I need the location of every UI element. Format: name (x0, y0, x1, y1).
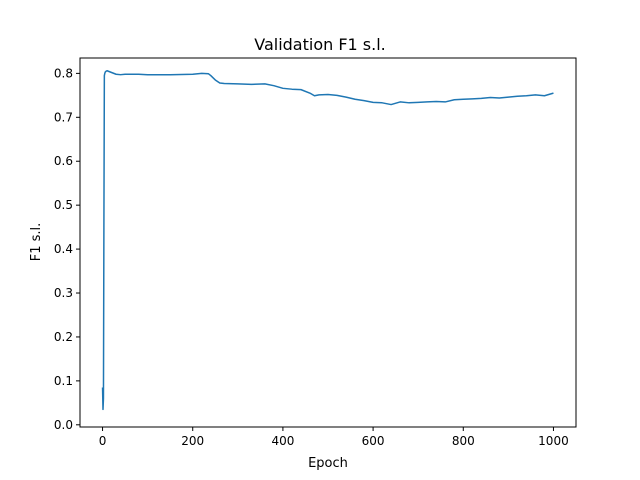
y-axis: 0.0 0.1 0.2 0.3 0.4 0.5 0.6 0.7 0.8 (54, 66, 80, 432)
y-tick-label: 0.6 (54, 154, 73, 168)
y-tick-label: 0.8 (54, 66, 73, 80)
x-tick-label: 0 (99, 434, 107, 448)
y-tick-label: 0.2 (54, 330, 73, 344)
y-axis-label: F1 s.l. (29, 223, 44, 262)
y-tick-label: 0.7 (54, 110, 73, 124)
x-tick-label: 400 (271, 434, 294, 448)
x-tick-label: 1000 (538, 434, 569, 448)
y-tick-label: 0.4 (54, 242, 73, 256)
plot-area (101, 69, 554, 411)
x-tick-label: 200 (181, 434, 204, 448)
x-tick-label: 600 (362, 434, 385, 448)
y-tick-label: 0.1 (54, 374, 73, 388)
axes-frame (79, 57, 577, 428)
y-tick-label: 0.0 (54, 418, 73, 432)
chart-title: Validation F1 s.l. (254, 35, 386, 54)
series-line (101, 69, 554, 411)
y-tick-label: 0.3 (54, 286, 73, 300)
y-tick-label: 0.5 (54, 198, 73, 212)
x-axis: 0 200 400 600 800 1000 (99, 427, 569, 448)
x-axis-label: Epoch (308, 456, 348, 471)
x-tick-label: 800 (452, 434, 475, 448)
